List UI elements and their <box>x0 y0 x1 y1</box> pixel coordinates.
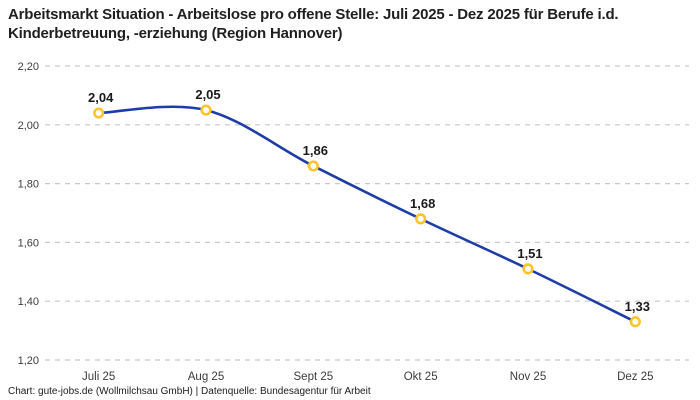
trend-line <box>97 105 637 324</box>
y-tick-label: 2,20 <box>18 61 39 73</box>
data-point-label: 1,33 <box>625 299 650 314</box>
data-point-marker <box>93 107 105 119</box>
x-tick-label: Aug 25 <box>188 371 224 383</box>
x-tick-label: Sept 25 <box>294 371 334 383</box>
data-point-marker <box>415 213 427 225</box>
footer-credit: Chart: gute-jobs.de (Wollmilchsau GmbH) … <box>8 386 371 397</box>
data-point-label: 1,51 <box>517 246 542 261</box>
y-tick-label: 1,80 <box>18 179 39 191</box>
data-point-marker <box>522 263 534 275</box>
x-tick-label: Okt 25 <box>404 371 438 383</box>
y-tick-label: 1,60 <box>18 237 39 249</box>
page-title: Arbeitsmarkt Situation - Arbeitslose pro… <box>8 6 619 42</box>
data-point-label: 2,05 <box>195 87 220 102</box>
y-tick-label: 2,00 <box>18 120 39 132</box>
x-tick-label: Juli 25 <box>82 371 115 383</box>
y-tick-label: 1,40 <box>18 296 39 308</box>
y-tick-label: 1,20 <box>18 355 39 367</box>
data-point-label: 2,04 <box>88 90 114 105</box>
data-point-marker <box>200 104 212 116</box>
data-point-label: 1,86 <box>303 143 328 158</box>
x-tick-label: Dez 25 <box>617 371 653 383</box>
data-point-label: 1,68 <box>410 196 435 211</box>
data-point-marker <box>629 316 641 328</box>
data-point-marker <box>307 160 319 172</box>
x-tick-label: Nov 25 <box>510 371 546 383</box>
